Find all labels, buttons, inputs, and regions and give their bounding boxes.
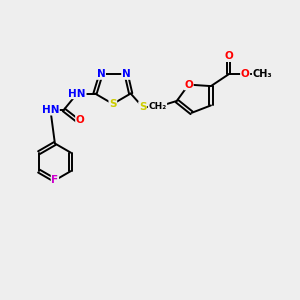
Text: S: S (109, 99, 117, 109)
Text: CH₂: CH₂ (148, 102, 166, 111)
Text: S: S (139, 102, 146, 112)
Text: N: N (97, 69, 105, 79)
Text: O: O (184, 80, 193, 90)
Text: HN: HN (68, 88, 86, 98)
Text: O: O (241, 69, 250, 79)
Text: O: O (76, 115, 85, 125)
Text: CH₃: CH₃ (253, 69, 272, 79)
Text: HN: HN (42, 105, 59, 115)
Text: O: O (224, 51, 233, 62)
Text: F: F (51, 175, 58, 185)
Text: N: N (122, 69, 130, 79)
